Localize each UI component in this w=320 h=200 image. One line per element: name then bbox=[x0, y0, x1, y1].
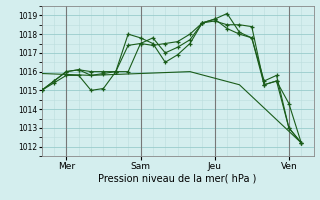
X-axis label: Pression niveau de la mer( hPa ): Pression niveau de la mer( hPa ) bbox=[99, 173, 257, 183]
